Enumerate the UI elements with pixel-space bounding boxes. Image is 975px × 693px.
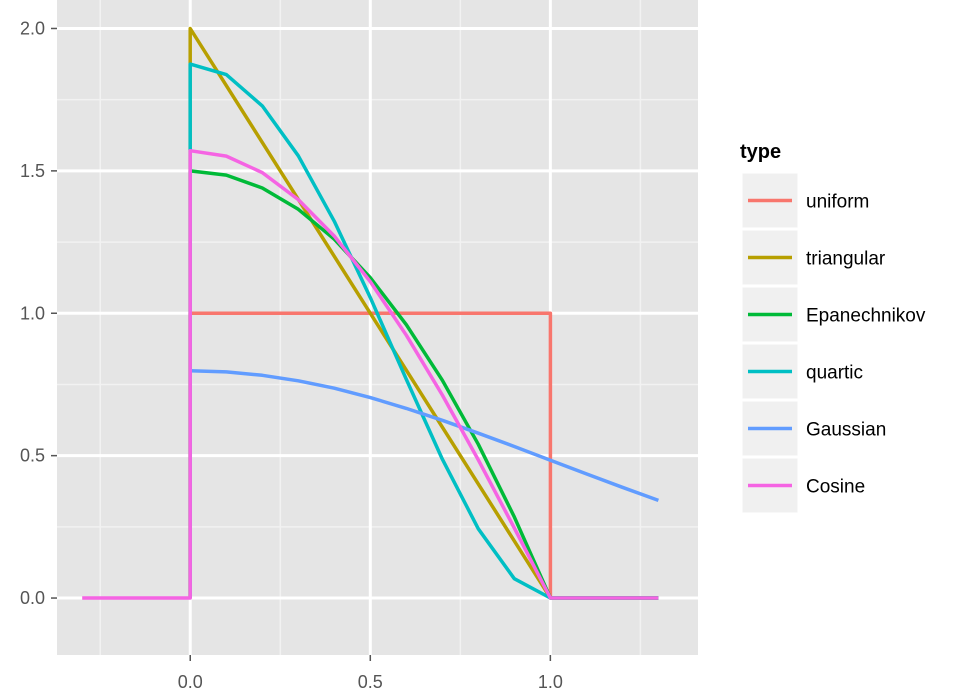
x-tick-label: 0.0: [178, 672, 203, 692]
series-layer: [82, 26, 659, 600]
y-tick-label: 0.5: [20, 446, 45, 466]
legend-items: uniform triangular Epanechnikov quartic Gaus…: [741, 172, 926, 514]
x-tick-label: 0.5: [358, 672, 383, 692]
y-tick-label: 1.5: [20, 161, 45, 181]
legend-label-gaussian: Gaussian: [806, 420, 886, 441]
series-line-gaussian: [190, 369, 659, 503]
x-axis: 0.0 0.5 1.0: [178, 655, 563, 692]
legend-label-uniform: uniform: [806, 192, 869, 213]
series-line-quartic: [188, 62, 659, 600]
x-tick-label: 1.0: [538, 672, 563, 692]
legend: type uniform triangular Epanechnikov quarti…: [740, 141, 926, 514]
legend-label-triangular: triangular: [806, 249, 886, 270]
legend-label-cosine: Cosine: [806, 477, 865, 498]
legend-title: type: [740, 141, 781, 163]
y-tick-label: 1.0: [20, 303, 45, 323]
y-tick-label: 2.0: [20, 18, 45, 38]
y-tick-label: 0.0: [20, 588, 45, 608]
series-line-cosine: [82, 148, 659, 600]
minor-grid: [57, 0, 698, 655]
legend-label-quartic: quartic: [806, 363, 863, 384]
legend-label-epanechnikov: Epanechnikov: [806, 306, 926, 327]
y-axis: 0.0 0.5 1.0 1.5 2.0: [20, 18, 57, 608]
series-line-epanechnikov: [188, 169, 659, 600]
